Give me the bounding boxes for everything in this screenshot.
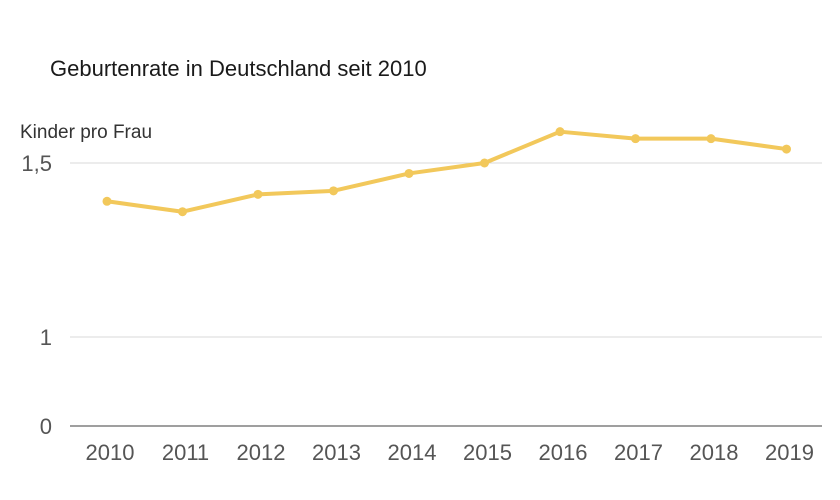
data-point — [706, 134, 716, 144]
x-tick-label: 2013 — [312, 440, 361, 465]
y-axis-label: Kinder pro Frau — [20, 122, 152, 143]
x-tick-label: 2012 — [237, 440, 286, 465]
data-point — [782, 144, 791, 154]
data-point — [329, 186, 338, 196]
x-tick-label: 2017 — [614, 440, 663, 465]
x-tick-labels: 2010 2011 2012 2013 2014 2015 2016 2017 2018 2019 — [86, 440, 814, 465]
data-point — [178, 207, 187, 217]
y-tick-label: 1,5 — [21, 151, 52, 176]
series-layer — [102, 127, 791, 217]
x-tick-label: 2011 — [162, 440, 209, 465]
x-tick-label: 2014 — [388, 440, 437, 465]
data-point — [631, 134, 640, 144]
data-point — [253, 189, 263, 199]
y-tick-labels: 011,5 — [21, 151, 52, 439]
y-tick-label: 0 — [40, 414, 52, 439]
data-point — [480, 158, 489, 168]
series-line — [105, 129, 789, 214]
x-tick-label: 2016 — [539, 440, 588, 465]
x-tick-label: 2015 — [463, 440, 512, 465]
chart-title: Geburtenrate in Deutschland seit 2010 — [50, 56, 427, 81]
data-point — [102, 196, 112, 206]
data-point — [404, 168, 414, 178]
data-point — [555, 127, 565, 137]
x-tick-label: 2018 — [690, 440, 739, 465]
x-tick-label: 2019 — [765, 440, 814, 465]
gridlines — [70, 162, 822, 338]
y-tick-label: 1 — [40, 325, 52, 350]
x-tick-label: 2010 — [86, 440, 135, 465]
